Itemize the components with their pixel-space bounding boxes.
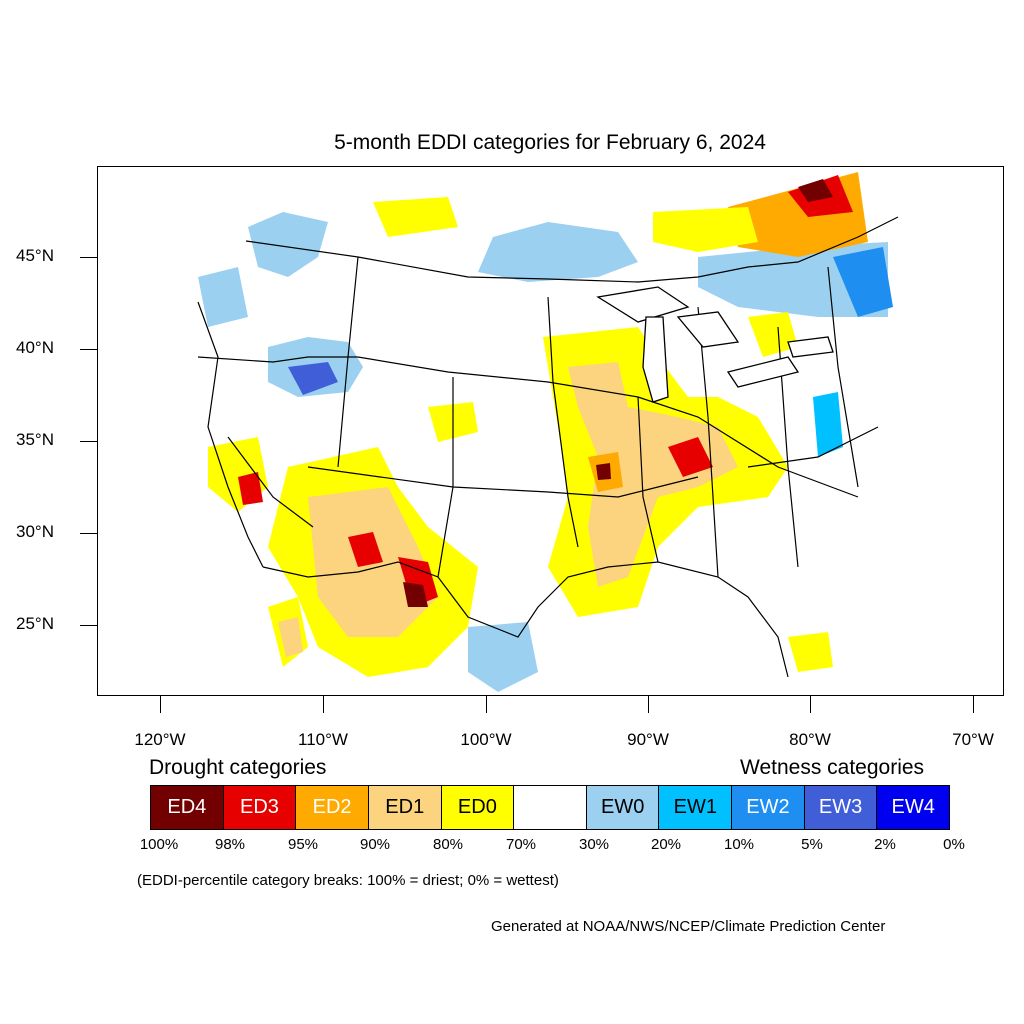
legend-break-label: 95% [287,836,319,853]
legend-box-ed3: ED3 [223,786,297,829]
lon-tick [810,696,811,713]
lon-tick [648,696,649,713]
wetness-categories-heading: Wetness categories [740,756,925,779]
drought-areas [208,172,868,677]
legend-break-label: 30% [578,836,610,853]
lon-tick [160,696,161,713]
drought-categories-heading: Drought categories [149,756,327,779]
lat-tick [80,441,97,442]
legend-break-label: 98% [214,836,246,853]
credit-line: Generated at NOAA/NWS/NCEP/Climate Predi… [491,918,886,935]
lon-label-100: 100°W [460,730,512,749]
lat-label-30: 30°N [16,522,54,541]
map-panel [97,166,1004,696]
legend-break-label: 100% [139,836,179,853]
lon-label-70: 70°W [952,730,994,749]
legend-box-ed1: ED1 [368,786,442,829]
legend-box-ew0: EW0 [586,786,660,829]
legend-break-label: 90% [359,836,391,853]
lon-tick [323,696,324,713]
legend-box-ew2: EW2 [732,786,805,829]
legend-break-label: 5% [801,836,823,853]
category-breaks-note: (EDDI-percentile category breaks: 100% =… [137,872,559,889]
map-title: 5-month EDDI categories for February 6, … [334,131,766,154]
lon-label-80: 80°W [789,730,831,749]
lat-label-35: 35°N [16,430,54,449]
legend-break-label: 0% [943,836,965,853]
lon-label-120: 120°W [134,730,186,749]
lat-tick [80,625,97,626]
lat-label-40: 40°N [16,338,54,357]
lat-label-45: 45°N [16,246,54,265]
legend-box-ew1: EW1 [659,786,733,829]
lat-tick [80,533,97,534]
legend-box-neutral [514,786,587,829]
legend-color-bar: ED4 ED3 ED2 ED1 ED0 EW0 EW1 EW2 EW3 EW4 [150,785,950,830]
lat-tick [80,349,97,350]
wetness-areas [198,212,893,692]
legend-box-ed2: ED2 [296,786,369,829]
legend-box-ed0: ED0 [441,786,515,829]
legend-box-ew4: EW4 [877,786,950,829]
political-boundaries [197,216,899,678]
great-lakes [596,286,834,403]
eddi-map [197,172,899,692]
lon-tick [973,696,974,713]
legend-box-ew3: EW3 [804,786,878,829]
lat-label-25: 25°N [16,614,54,633]
legend-break-label: 10% [723,836,755,853]
lon-tick [486,696,487,713]
lon-label-90: 90°W [627,730,669,749]
legend-break-label: 2% [874,836,896,853]
legend-break-label: 20% [650,836,682,853]
legend-box-ed4: ED4 [151,786,224,829]
lat-tick [80,257,97,258]
legend-break-label: 70% [505,836,537,853]
legend-break-label: 80% [432,836,464,853]
lon-label-110: 110°W [298,730,348,749]
